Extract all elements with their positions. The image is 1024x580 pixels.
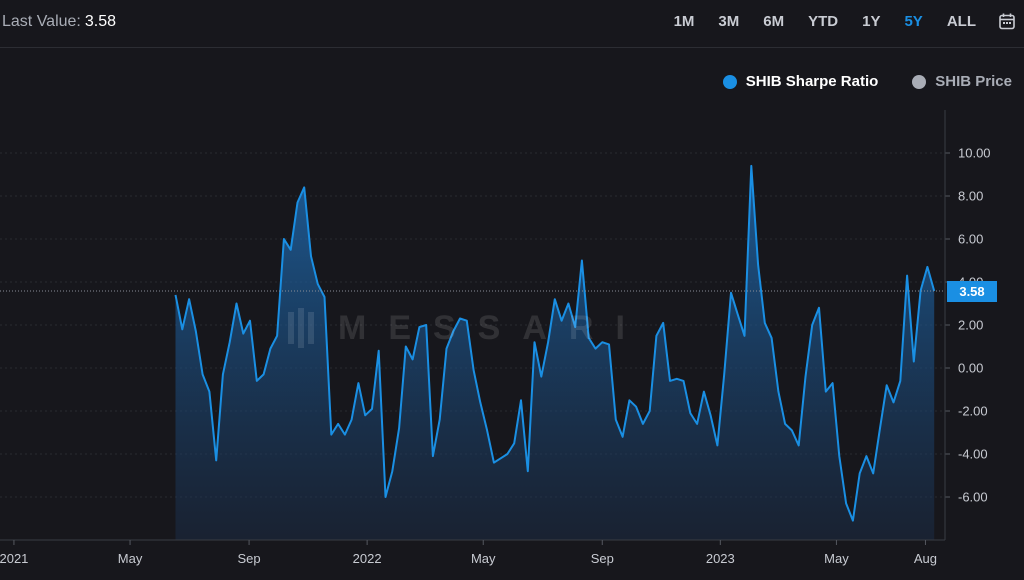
range-button-6m[interactable]: 6M	[763, 12, 785, 30]
range-button-3m[interactable]: 3M	[718, 12, 740, 30]
legend-dot-price	[912, 74, 927, 89]
y-tick-label: -6.00	[958, 490, 988, 505]
x-tick-label: May	[118, 551, 143, 566]
range-button-1y[interactable]: 1Y	[862, 12, 881, 30]
y-tick-label: 0.00	[958, 361, 983, 376]
messari-logo-icon	[288, 308, 314, 348]
range-button-1m[interactable]: 1M	[673, 12, 695, 30]
y-tick-label: 6.00	[958, 232, 983, 247]
chart-legend: SHIB Sharpe Ratio SHIB Price	[689, 73, 1012, 90]
y-tick-label: -2.00	[958, 404, 988, 419]
last-value-readout: Last Value: 3.58	[2, 13, 116, 31]
y-tick-label: 10.00	[958, 146, 991, 161]
x-tick-label: 2022	[353, 551, 382, 566]
range-button-ytd[interactable]: YTD	[808, 12, 839, 30]
x-tick-label: Sep	[591, 551, 614, 566]
series-area	[175, 165, 935, 540]
top-bar: Last Value: 3.58 1M 3M 6M YTD 1Y 5Y ALL	[0, 0, 1024, 48]
x-axis: 2021 May Sep 2022 May Sep 2023 May Aug	[0, 539, 945, 566]
series-line	[174, 164, 936, 522]
y-tick-label: 8.00	[958, 189, 983, 204]
range-button-all[interactable]: ALL	[946, 12, 976, 30]
watermark-text: MESSARI	[338, 308, 647, 347]
y-tick-label: -4.00	[958, 447, 988, 462]
x-tick-label: Sep	[238, 551, 261, 566]
legend-dot-sharpe-ratio	[722, 74, 737, 89]
last-value-badge: 3.58	[947, 280, 997, 302]
legend-label-price: SHIB Price	[935, 73, 1012, 90]
legend-label-sharpe-ratio: SHIB Sharpe Ratio	[745, 73, 879, 90]
y-axis: 10.008.006.004.002.000.00-2.00-4.00-6.00	[944, 110, 991, 540]
legend-item-price[interactable]: SHIB Price	[912, 73, 1012, 90]
y-tick-label: 2.00	[958, 318, 983, 333]
legend-item-sharpe-ratio[interactable]: SHIB Sharpe Ratio	[722, 73, 879, 90]
sharpe-ratio-area	[175, 165, 935, 540]
x-tick-label: May	[824, 551, 849, 566]
watermark: MESSARI	[288, 308, 647, 348]
last-value-label: Last Value:	[2, 13, 81, 30]
time-range-selector: 1M 3M 6M YTD 1Y 5Y ALL	[650, 12, 1016, 30]
x-tick-label: 2021	[0, 551, 28, 566]
calendar-icon[interactable]	[998, 12, 1016, 30]
x-tick-label: May	[471, 551, 496, 566]
x-tick-label: Aug	[914, 551, 937, 566]
x-tick-label: 2023	[706, 551, 735, 566]
range-button-5y[interactable]: 5Y	[904, 12, 923, 30]
sharpe-ratio-line	[174, 164, 936, 522]
last-value-number: 3.58	[84, 13, 117, 30]
